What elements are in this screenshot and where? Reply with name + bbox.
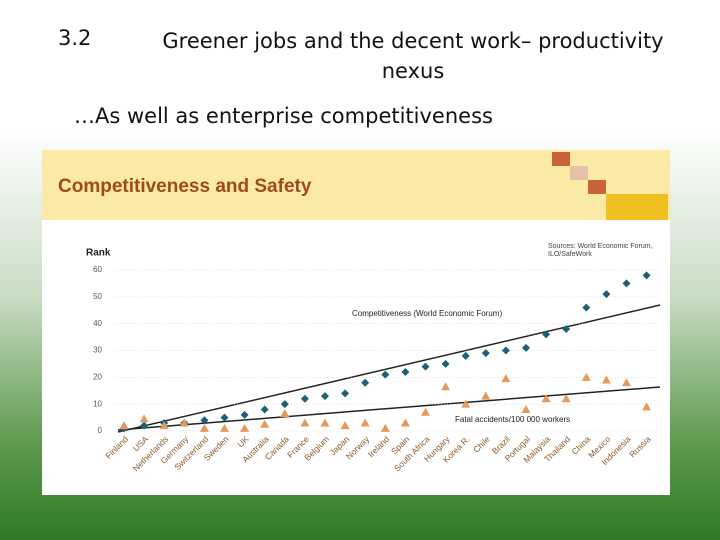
y-tick-label: 0 (98, 426, 103, 435)
diamond-point (321, 392, 329, 401)
diamond-point (381, 370, 390, 379)
diamond-point (240, 410, 249, 419)
y-tick-label: 40 (93, 319, 102, 328)
y-axis-label: Rank (86, 248, 111, 259)
diamond-point (280, 400, 289, 409)
diamond-point (542, 330, 551, 339)
triangle-point (642, 402, 652, 411)
deco (606, 194, 668, 220)
triangle-point (139, 414, 149, 423)
diamond-point (461, 351, 470, 360)
diamond-point (562, 325, 571, 334)
deco (552, 152, 570, 166)
triangle-point (199, 423, 209, 432)
diamond-point (441, 359, 450, 368)
y-tick-label: 50 (93, 292, 102, 301)
triangle-point (220, 423, 229, 432)
triangle-point (501, 374, 511, 383)
diamond-point (622, 279, 631, 288)
y-tick-label: 30 (93, 346, 102, 355)
triangle-point (421, 407, 430, 416)
y-tick-label: 60 (93, 265, 102, 274)
y-tick-label: 10 (93, 399, 102, 408)
diamond-point (140, 421, 149, 430)
diamond-point (421, 362, 430, 371)
triangle-point (441, 382, 451, 391)
diamond-point (300, 394, 309, 403)
slide-subtitle: …As well as enterprise competitiveness (74, 104, 493, 128)
triangle-point (581, 372, 591, 381)
triangle-point (159, 421, 169, 430)
triangle-point (541, 394, 551, 403)
diamond-point (522, 343, 530, 352)
diamond-point (582, 303, 591, 312)
source: Sources: World Economic Forum, ILO/SafeW… (548, 243, 653, 258)
triangle-point (400, 418, 410, 427)
diamond-point (361, 378, 370, 387)
diamond-point (341, 389, 350, 398)
deco (588, 180, 606, 194)
triangle-point (601, 375, 611, 384)
series-label: Competitiveness (World Economic Forum) (352, 309, 502, 318)
trend-line (117, 386, 661, 431)
y-tick-label: 20 (93, 372, 102, 381)
section-number: 3.2 (58, 26, 92, 50)
chart-title: Competitiveness and Safety (58, 176, 312, 197)
triangle-point (119, 421, 129, 430)
diamond-point (501, 346, 510, 355)
diamond-point (602, 290, 611, 299)
diamond-point (220, 413, 229, 422)
triangle-point (380, 423, 390, 432)
triangle-point (320, 418, 330, 427)
diamond-point (642, 271, 651, 280)
triangle-point (280, 409, 290, 418)
slide-title: Greener jobs and the decent work– produc… (162, 29, 664, 83)
diamond-point (200, 416, 209, 425)
triangle-point (481, 391, 491, 400)
triangle-point (521, 405, 531, 414)
triangle-point (360, 418, 370, 427)
series-label: Fatal accidents/100 000 workers (455, 415, 570, 424)
trend-line (117, 304, 661, 433)
diamond-point (481, 349, 490, 358)
triangle-point (340, 421, 350, 430)
diamond-point (401, 367, 410, 376)
triangle-point (179, 418, 189, 427)
source-box: Sources: World Economic Forum, ILO/SafeW… (548, 243, 653, 258)
triangle-point (260, 419, 270, 428)
deco (570, 166, 588, 180)
triangle-point (622, 378, 631, 387)
diamond-point (260, 405, 269, 414)
triangle-point (461, 399, 471, 408)
triangle-point (561, 394, 571, 403)
triangle-point (240, 423, 250, 432)
triangle-point (300, 418, 310, 427)
